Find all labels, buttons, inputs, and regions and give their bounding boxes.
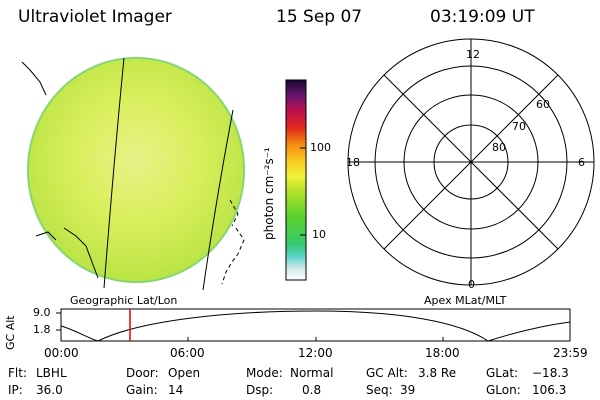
altitude-curve [60, 310, 571, 342]
xtick-2359: 23:59 [553, 346, 588, 360]
geographic-label: Geographic Lat/Lon [70, 294, 178, 307]
meridian-line [202, 109, 234, 291]
gc-alt-label: GC Alt: [366, 366, 408, 380]
glat-label: GLat: [486, 366, 519, 380]
colorbar-unit-label: photon cm⁻²s⁻¹ [262, 147, 276, 240]
apex-label: Apex MLat/MLT [424, 294, 507, 307]
xtick-1800: 18:00 [425, 346, 460, 360]
altitude-plot-frame [60, 308, 571, 342]
seq-label: Seq: [366, 383, 393, 397]
gc-alt-axis-label: GC Alt [4, 315, 17, 350]
uv-image-disk [27, 57, 245, 283]
flt-value: LBHL [36, 366, 67, 380]
xtick-0000: 00:00 [44, 346, 79, 360]
gain-label: Gain: [126, 383, 158, 397]
date-text: 15 Sep 07 [276, 7, 363, 27]
polar-plot [347, 38, 595, 286]
seq-value: 39 [400, 383, 416, 397]
glat-value: −18.3 [532, 366, 569, 380]
coastline [21, 61, 99, 279]
xtick-1200: 12:00 [298, 346, 333, 360]
time-text: 03:19:09 UT [430, 7, 535, 27]
colorbar-tick-10: 10 [312, 228, 326, 241]
lat-label-60: 60 [536, 98, 550, 111]
door-value: Open [168, 366, 201, 380]
mlt-label-0: 0 [468, 278, 475, 291]
colorbar [285, 79, 307, 281]
mlt-label-12: 12 [466, 48, 480, 61]
mode-label: Mode: [246, 366, 283, 380]
instrument-title: Ultraviolet Imager [18, 7, 172, 27]
mlt-label-6: 6 [578, 156, 585, 169]
lat-label-70: 70 [512, 120, 526, 133]
ytick-9: 9.0 [33, 306, 51, 319]
coastline [221, 199, 245, 285]
door-label: Door: [126, 366, 159, 380]
flt-label: Flt: [8, 366, 27, 380]
lat-label-80: 80 [492, 141, 506, 154]
mlt-label-18: 18 [346, 156, 360, 169]
glon-label: GLon: [486, 383, 521, 397]
dsp-value: 0.8 [302, 383, 322, 397]
ip-label: IP: [8, 383, 23, 397]
glon-value: 106.3 [532, 383, 567, 397]
ytick-1-8: 1.8 [33, 323, 51, 336]
mode-value: Normal [290, 366, 334, 380]
meridian-line [103, 57, 125, 289]
altitude-ticks [56, 312, 444, 341]
gain-value: 14 [168, 383, 184, 397]
dsp-label: Dsp: [246, 383, 274, 397]
colorbar-tick-100: 100 [310, 141, 331, 154]
ip-value: 36.0 [36, 383, 63, 397]
xtick-0600: 06:00 [170, 346, 205, 360]
gc-alt-value: 3.8 Re [418, 366, 457, 380]
